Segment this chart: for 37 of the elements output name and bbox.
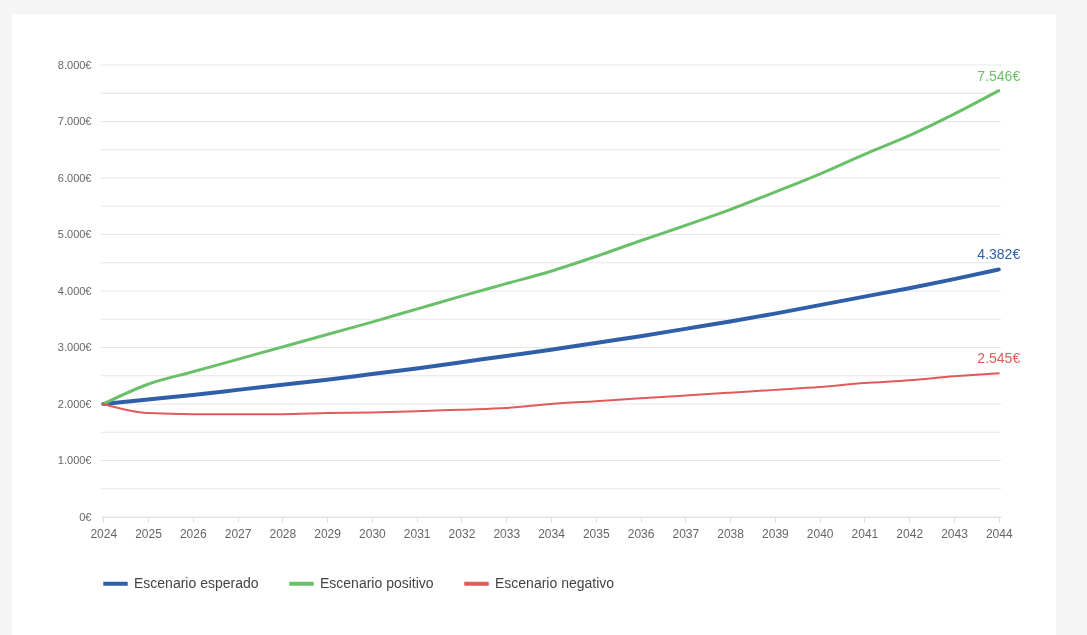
x-tick-label: 2038 bbox=[717, 526, 745, 541]
x-tick-label: 2024 bbox=[90, 526, 118, 541]
x-tick-label: 2034 bbox=[538, 526, 566, 541]
line-series bbox=[102, 372, 1000, 416]
x-tick-label: 2026 bbox=[179, 526, 207, 541]
x-tick-label: 2042 bbox=[896, 526, 924, 541]
y-tick-label: 8.000€ bbox=[57, 58, 92, 71]
x-tick-label: 2041 bbox=[851, 526, 879, 541]
x-tick-label: 2040 bbox=[806, 526, 834, 541]
x-tick-label: 2044 bbox=[985, 526, 1013, 541]
x-tick-label: 2030 bbox=[359, 526, 387, 541]
x-tick-label: 2028 bbox=[269, 526, 297, 541]
data-label: 4.382€ bbox=[977, 246, 1021, 263]
y-tick-label: 0€ bbox=[79, 510, 92, 523]
x-tick-label: 2025 bbox=[135, 526, 163, 541]
data-label: 7.546€ bbox=[977, 67, 1021, 84]
x-tick-label: 2031 bbox=[403, 526, 431, 541]
x-tick-label: 2039 bbox=[762, 526, 790, 541]
x-tick-label: 2036 bbox=[627, 526, 655, 541]
y-tick-label: 3.000€ bbox=[57, 341, 92, 353]
x-tick-label: 2035 bbox=[582, 526, 610, 541]
data-label: 2.545€ bbox=[977, 350, 1021, 367]
legend-label: Escenario positivo bbox=[320, 574, 434, 591]
y-tick-label: 6.000€ bbox=[57, 171, 92, 184]
x-tick-label: 2029 bbox=[314, 526, 342, 541]
x-tick-label: 2033 bbox=[493, 526, 521, 541]
y-tick-label: 5.000€ bbox=[57, 228, 92, 240]
y-tick-label: 2.000€ bbox=[57, 397, 92, 410]
legend-label: Escenario negativo bbox=[495, 574, 615, 591]
y-tick-label: 7.000€ bbox=[57, 115, 92, 127]
y-tick-label: 1.000€ bbox=[57, 454, 92, 466]
y-tick-label: 4.000€ bbox=[57, 284, 92, 297]
x-tick-label: 2043 bbox=[941, 526, 969, 541]
x-tick-label: 2037 bbox=[672, 526, 700, 541]
legend-label: Escenario esperado bbox=[134, 574, 259, 591]
x-tick-label: 2032 bbox=[448, 526, 476, 541]
x-tick-label: 2027 bbox=[224, 526, 252, 541]
